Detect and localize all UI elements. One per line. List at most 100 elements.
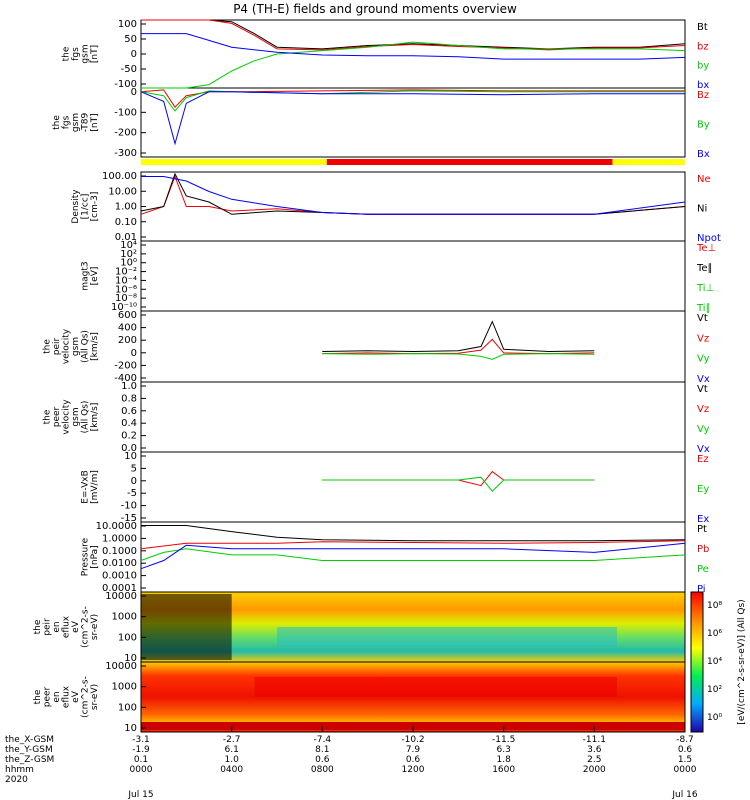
- x-tick-value: 1600: [492, 765, 515, 775]
- x-tick-value: 0.6: [678, 745, 693, 755]
- legend-entry: Vz: [697, 404, 709, 415]
- y-tick-label: 10000: [105, 661, 137, 672]
- series-line-density-Ne: [140, 175, 686, 215]
- x-tick-value: 1200: [402, 765, 425, 775]
- legend-entry: Vt: [697, 313, 708, 324]
- legend-entry: Vx: [697, 374, 710, 385]
- y-axis-label-line: the: [62, 46, 72, 61]
- x-tick-value: 0.6: [406, 755, 421, 765]
- colorbar-tick-label: 10²: [707, 685, 722, 695]
- y-axis-label-line: velocity: [62, 328, 72, 364]
- y-axis-label-line: [nT]: [90, 45, 100, 63]
- y-tick-label: 10⁻⁶: [115, 284, 137, 295]
- legend-entry: Vy: [697, 424, 710, 435]
- y-axis-label-line: peir: [43, 618, 53, 636]
- x-tick-value: -2.7: [223, 735, 241, 745]
- x-tick-value: 2000: [583, 765, 606, 775]
- x-tick-value: 8.1: [315, 745, 329, 755]
- y-axis-label: the peir en eflux eV (cm^2-s-sr-eV): [33, 606, 100, 648]
- y-axis-label: the peir velocity gsm (All Qs) [km/s]: [43, 328, 101, 364]
- y-axis-label-line: gsm: [81, 44, 91, 63]
- panel-frame: [140, 19, 686, 89]
- legend-entry: Bx: [697, 149, 710, 160]
- x-tick-value: -10.2: [401, 735, 424, 745]
- panel-frame: [140, 521, 686, 593]
- y-axis-label-line: eV: [71, 690, 81, 703]
- panel-frame: [140, 240, 686, 312]
- panel-pressure: 10.00001.00000.10000.01000.00100.0001Pre…: [81, 521, 710, 595]
- panel-frame: [140, 310, 686, 383]
- y-axis-label: the peer en eflux eV (cm^2-s-sr-eV): [33, 676, 100, 718]
- x-row-label: the_X-GSM: [5, 735, 54, 745]
- y-tick-label: 0: [131, 348, 137, 359]
- y-axis-label: the fgs gsm [nT]: [62, 44, 101, 63]
- y-axis-label-line: [1/cc]: [81, 194, 91, 220]
- y-tick-label: 1.0: [121, 381, 137, 392]
- panel-fgs: 100 50 0 -50 -100 the fgs gsm [nT] Bt bz by bx: [62, 19, 710, 91]
- series-line-fgs_t89-Bx: [140, 91, 685, 146]
- y-tick-label: 10⁻⁸: [115, 293, 137, 304]
- plot-title: P4 (TH-E) fields and ground moments over…: [233, 2, 517, 16]
- status-bar-yellow-right: [612, 159, 685, 165]
- y-axis-label-line: [nT]: [90, 113, 100, 131]
- legend-entry: Ti∥: [696, 303, 711, 314]
- y-tick-label: -100: [114, 79, 137, 90]
- colorbar-tick-label: 10⁴: [707, 657, 722, 667]
- legend-entry: Bt: [697, 22, 708, 33]
- y-tick-label: 10: [124, 653, 137, 664]
- colorbar: [690, 591, 704, 733]
- y-tick-label: 1000: [112, 612, 137, 623]
- y-tick-label: 10⁰: [120, 258, 137, 269]
- y-axis-label-line: sr-eV): [90, 614, 100, 640]
- y-tick-label: 400: [118, 323, 137, 334]
- y-axis-label-line: the: [43, 409, 53, 424]
- x-tick-value: 1.8: [497, 755, 512, 765]
- y-axis-label-line: [km/s]: [90, 332, 100, 361]
- x-tick-value: 0.1: [134, 755, 148, 765]
- y-axis-label-line: en: [52, 691, 62, 702]
- legend-entry: Pe: [697, 564, 709, 575]
- series-line-density-Npot: [141, 176, 686, 215]
- y-tick-label: 10⁻⁴: [115, 275, 137, 286]
- y-tick-label: 200: [118, 335, 137, 346]
- legend-entry: Ti⊥: [696, 283, 714, 294]
- y-axis-label-line: (All Qs): [81, 330, 91, 363]
- x-tick-value: 3.6: [587, 745, 602, 755]
- y-tick-label: -400: [114, 373, 137, 384]
- legend-entry: Vz: [697, 333, 709, 344]
- y-axis-label-line: -T89: [81, 113, 91, 133]
- y-axis-label-line: magt3: [81, 261, 91, 290]
- y-axis-label-line: peer: [52, 406, 62, 427]
- y-tick-label: -50: [121, 64, 137, 75]
- y-tick-label: 0.8: [121, 393, 137, 404]
- legend-entry: Bz: [697, 90, 709, 101]
- series-line-pressure-Pb: [140, 540, 686, 550]
- x-row-label: the_Z-GSM: [5, 755, 54, 765]
- y-tick-label: 10.0000: [96, 521, 137, 532]
- series-line-density-Ni: [140, 172, 686, 215]
- x-row-label: the_Y-GSM: [5, 745, 53, 755]
- y-tick-label: -200: [114, 360, 137, 371]
- legend-entry: Pi: [697, 584, 706, 595]
- y-axis-label-line: Density: [71, 189, 81, 224]
- y-axis-label-line: peer: [43, 686, 53, 707]
- y-tick-label: -5: [127, 488, 137, 499]
- y-tick-label: 0.0001: [102, 583, 137, 594]
- colorbar-label-text: [eV/(cm^2-s-sr-eV)] (All Qs): [737, 599, 747, 724]
- y-tick-label: 100: [118, 19, 137, 30]
- y-axis-label-line: Pressure: [81, 537, 91, 576]
- y-axis-label-line: fgs: [71, 47, 81, 61]
- spectrogram-band: [277, 627, 617, 647]
- y-axis-label-line: gsm: [71, 407, 81, 426]
- panel-peir_eflux: 10000 1000 100 10 the peir en eflux eV (cm^2-s-sr…: [33, 591, 686, 664]
- y-tick-label: 0.6: [121, 406, 137, 417]
- y-axis-label: E=-VxB [mV/m]: [81, 470, 101, 504]
- x-tick-value: 6.3: [497, 745, 511, 755]
- status-bar-red: [326, 159, 613, 165]
- y-axis-label-line: gsm: [71, 337, 81, 356]
- y-axis-label-line: E=-VxB: [81, 470, 91, 504]
- panel-frame: [140, 171, 686, 242]
- y-tick-label: 0.10: [115, 217, 137, 228]
